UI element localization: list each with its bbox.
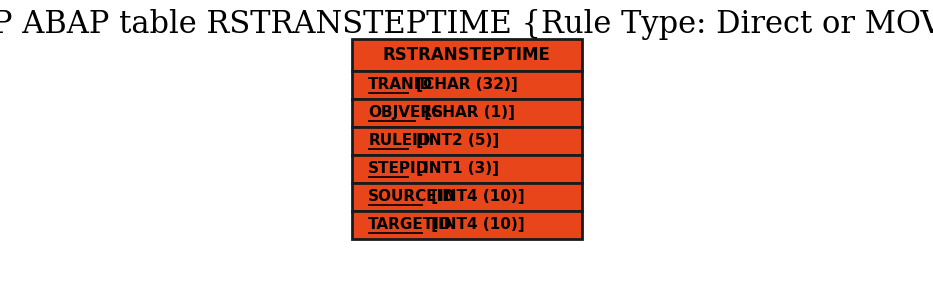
Text: OBJVERS: OBJVERS — [369, 105, 443, 120]
Text: TRANID: TRANID — [369, 77, 433, 92]
Text: STEPID: STEPID — [369, 161, 429, 176]
Text: [CHAR (1)]: [CHAR (1)] — [419, 105, 515, 120]
FancyBboxPatch shape — [352, 211, 581, 239]
FancyBboxPatch shape — [352, 99, 581, 127]
FancyBboxPatch shape — [352, 39, 581, 71]
Text: [INT4 (10)]: [INT4 (10)] — [425, 217, 524, 232]
FancyBboxPatch shape — [352, 71, 581, 99]
Text: RULEID: RULEID — [369, 133, 431, 148]
Text: RSTRANSTEPTIME: RSTRANSTEPTIME — [383, 46, 550, 64]
Text: [INT2 (5)]: [INT2 (5)] — [411, 133, 500, 148]
Text: [INT4 (10)]: [INT4 (10)] — [425, 189, 524, 205]
Text: [CHAR (32)]: [CHAR (32)] — [411, 77, 518, 92]
FancyBboxPatch shape — [352, 183, 581, 211]
FancyBboxPatch shape — [352, 155, 581, 183]
Text: SOURCEID: SOURCEID — [369, 189, 456, 205]
Text: TARGETID: TARGETID — [369, 217, 453, 232]
FancyBboxPatch shape — [352, 127, 581, 155]
Text: SAP ABAP table RSTRANSTEPTIME {Rule Type: Direct or MOVE}: SAP ABAP table RSTRANSTEPTIME {Rule Type… — [0, 9, 933, 40]
Text: [INT1 (3)]: [INT1 (3)] — [411, 161, 499, 176]
